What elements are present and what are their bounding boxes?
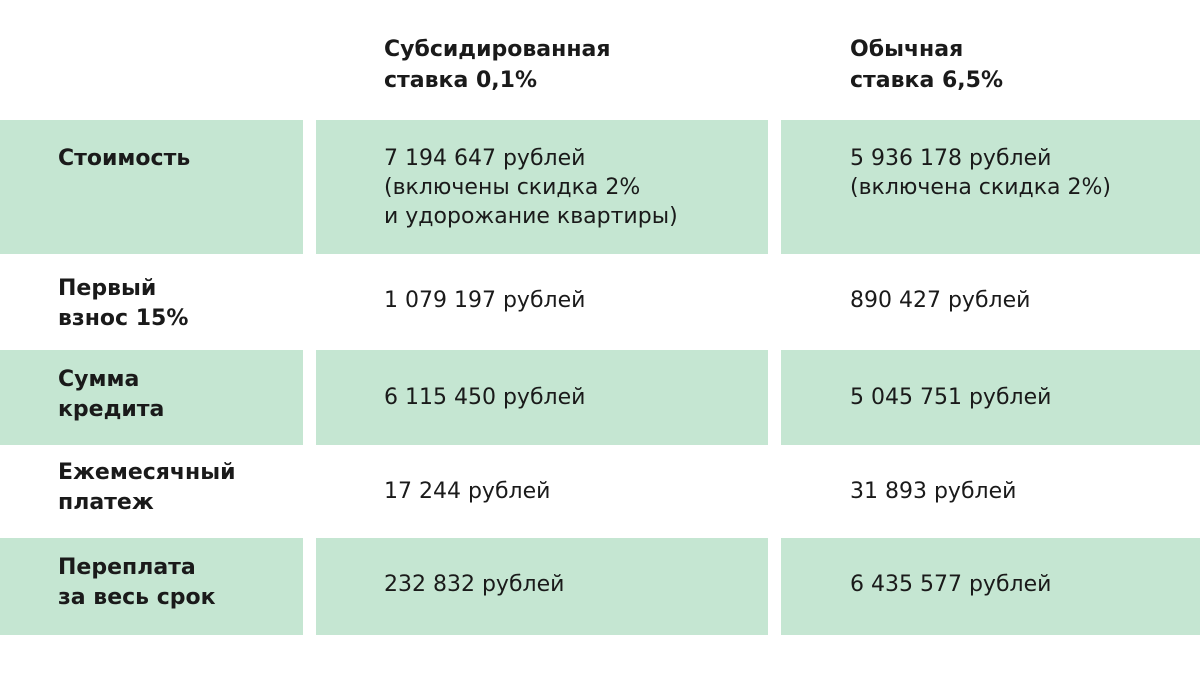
row-label: Переплата за весь срок: [58, 555, 216, 610]
row-label-cell: Стоимость: [0, 120, 303, 254]
subsidized-value: 17 244 рублей: [384, 479, 551, 504]
regular-value-cell: 5 936 178 рублей (включена скидка 2%): [781, 120, 1200, 254]
subsidized-value-cell: 6 115 450 рублей: [316, 350, 768, 445]
header-regular-rate: Обычная ставка 6,5%: [850, 37, 1004, 93]
regular-value-cell: 890 427 рублей: [781, 254, 1200, 350]
regular-value-cell: 31 893 рублей: [781, 445, 1200, 538]
regular-value: 5 045 751 рублей: [850, 385, 1052, 410]
regular-value-cell: 5 045 751 рублей: [781, 350, 1200, 445]
header-subsidized-rate: Субсидированная ставка 0,1%: [384, 37, 611, 93]
subsidized-value: 6 115 450 рублей: [384, 385, 586, 410]
row-label: Первый взнос 15%: [58, 276, 189, 331]
subsidized-value-cell: 7 194 647 рублей (включены скидка 2% и у…: [316, 120, 768, 254]
table-row-first-payment: Первый взнос 15% 1 079 197 рублей 890 42…: [0, 254, 1200, 350]
row-label-cell: Сумма кредита: [0, 350, 303, 445]
table-row-loan-amount: Сумма кредита 6 115 450 рублей 5 045 751…: [0, 350, 1200, 445]
row-label-cell: Ежемесячный платеж: [0, 445, 303, 538]
row-label: Сумма кредита: [58, 367, 165, 422]
subsidized-value: 232 832 рублей: [384, 572, 565, 597]
subsidized-value-cell: 232 832 рублей: [316, 538, 768, 635]
subsidized-value: 1 079 197 рублей: [384, 288, 586, 313]
table-row-monthly-payment: Ежемесячный платеж 17 244 рублей 31 893 …: [0, 445, 1200, 538]
subsidized-value-cell: 17 244 рублей: [316, 445, 768, 538]
row-label: Стоимость: [58, 146, 191, 171]
row-label-cell: Первый взнос 15%: [0, 254, 303, 350]
table-row-overpayment: Переплата за весь срок 232 832 рублей 6 …: [0, 538, 1200, 635]
regular-value: 890 427 рублей: [850, 288, 1031, 313]
regular-value: 5 936 178 рублей (включена скидка 2%): [850, 146, 1111, 200]
regular-value: 31 893 рублей: [850, 479, 1017, 504]
regular-value-cell: 6 435 577 рублей: [781, 538, 1200, 635]
subsidized-value-cell: 1 079 197 рублей: [316, 254, 768, 350]
row-label: Ежемесячный платеж: [58, 460, 236, 515]
subsidized-value: 7 194 647 рублей (включены скидка 2% и у…: [384, 146, 678, 229]
regular-value: 6 435 577 рублей: [850, 572, 1052, 597]
row-label-cell: Переплата за весь срок: [0, 538, 303, 635]
table-row-cost: Стоимость 7 194 647 рублей (включены ски…: [0, 120, 1200, 254]
